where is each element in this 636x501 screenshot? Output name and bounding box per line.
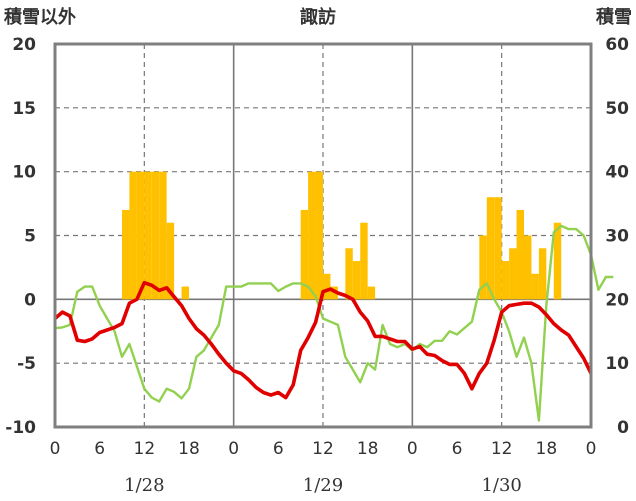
precipitation-bars	[122, 171, 562, 300]
x-tick-label: 6	[452, 439, 463, 459]
precip-bar	[151, 171, 160, 300]
precip-bar	[494, 197, 502, 300]
y-right-tick-label: 0	[617, 418, 629, 438]
precip-bar	[166, 222, 175, 300]
x-tick-label: 18	[536, 439, 558, 459]
precip-bar	[122, 209, 130, 300]
x-tick-label: 12	[491, 439, 513, 459]
right-axis-label: 積雪	[595, 6, 632, 28]
x-tick-label: 18	[178, 439, 200, 459]
y-left-tick-label: -5	[17, 354, 36, 374]
y-left-tick-label: -10	[5, 418, 36, 438]
plot-frame	[53, 42, 593, 429]
precip-bar	[486, 197, 495, 300]
x-tick-label: 6	[273, 439, 284, 459]
precip-bar	[300, 209, 309, 300]
y-left-tick-label: 10	[12, 163, 36, 183]
y-right-tick-label: 10	[605, 354, 629, 374]
precip-bar	[531, 273, 539, 300]
x-tick-label: 12	[134, 439, 156, 459]
precip-bar	[315, 171, 323, 300]
precip-bar	[136, 171, 145, 300]
chart-title: 諏訪	[300, 6, 336, 28]
date-label: 1/29	[303, 475, 343, 496]
y-left-tick-label: 15	[12, 99, 36, 119]
precip-bar	[129, 171, 137, 300]
precip-bar	[538, 248, 547, 300]
precip-bar	[367, 286, 376, 300]
y-right-tick-label: 40	[605, 163, 629, 183]
date-label: 1/28	[124, 475, 164, 496]
y-left-tick-label: 20	[12, 35, 36, 55]
precip-bar	[524, 235, 532, 300]
x-tick-label: 18	[357, 439, 379, 459]
temperature-line	[53, 280, 593, 400]
precip-bar	[479, 235, 487, 300]
precip-bar	[345, 248, 353, 300]
x-tick-label: 0	[407, 439, 418, 459]
y-right-tick-label: 30	[605, 227, 629, 247]
precip-bar	[352, 261, 361, 300]
precip-bar	[159, 171, 167, 300]
y-left-tick-label: 5	[24, 227, 36, 247]
precip-bar	[360, 222, 368, 300]
x-tick-label: 0	[228, 439, 239, 459]
y-right-tick-label: 60	[605, 35, 629, 55]
x-tick-label: 6	[94, 439, 105, 459]
precip-bar	[181, 286, 189, 300]
plot-border	[53, 42, 593, 429]
precip-bar	[516, 209, 524, 300]
precip-bar	[308, 171, 316, 300]
x-tick-label: 0	[586, 439, 597, 459]
date-label: 1/30	[481, 475, 521, 496]
precip-bar	[553, 222, 562, 300]
precip-bar	[509, 248, 517, 300]
snow-depth-line	[54, 224, 614, 422]
left-axis-label: 積雪以外	[3, 6, 76, 28]
x-tick-label: 12	[312, 439, 334, 459]
precip-bar	[144, 171, 152, 300]
y-left-tick-label: 0	[24, 290, 36, 310]
y-right-tick-label: 50	[605, 99, 629, 119]
y-right-tick-label: 20	[605, 290, 629, 310]
precip-bar	[501, 261, 510, 300]
x-tick-label: 0	[50, 439, 61, 459]
precip-bar	[323, 273, 331, 300]
